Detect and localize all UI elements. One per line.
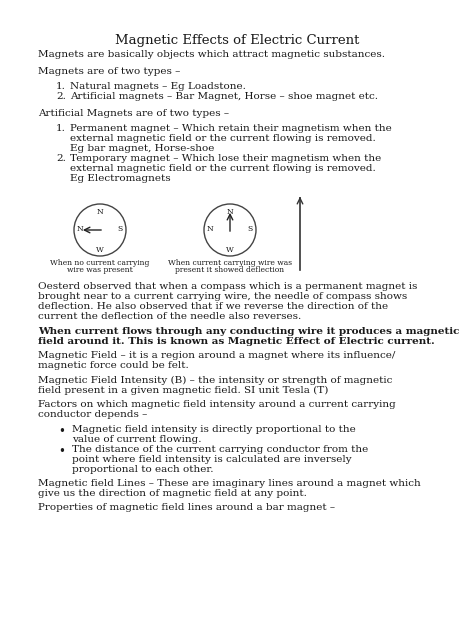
Text: When current carrying wire was: When current carrying wire was [168, 259, 292, 267]
Text: N: N [77, 225, 84, 233]
Text: 2.: 2. [56, 154, 66, 163]
Text: W: W [96, 246, 104, 254]
Text: Eg Electromagnets: Eg Electromagnets [70, 174, 171, 183]
Text: proportional to each other.: proportional to each other. [72, 465, 213, 473]
Text: W: W [226, 246, 234, 254]
Text: Natural magnets – Eg Loadstone.: Natural magnets – Eg Loadstone. [70, 82, 246, 91]
Text: N: N [227, 208, 233, 216]
Text: Artificial Magnets are of two types –: Artificial Magnets are of two types – [38, 109, 229, 119]
Text: field around it. This is known as Magnetic Effect of Electric current.: field around it. This is known as Magnet… [38, 336, 435, 346]
Text: Magnets are of two types –: Magnets are of two types – [38, 68, 181, 76]
Text: point where field intensity is calculated are inversely: point where field intensity is calculate… [72, 454, 352, 463]
Text: Eg bar magnet, Horse-shoe: Eg bar magnet, Horse-shoe [70, 144, 214, 153]
Text: wire was present: wire was present [67, 265, 133, 274]
Text: present it showed deflection: present it showed deflection [175, 265, 284, 274]
Text: S: S [118, 225, 123, 233]
Text: Magnets are basically objects which attract magnetic substances.: Magnets are basically objects which attr… [38, 50, 385, 59]
Text: The distance of the current carrying conductor from the: The distance of the current carrying con… [72, 444, 368, 454]
Text: external magnetic field or the current flowing is removed.: external magnetic field or the current f… [70, 164, 376, 173]
Text: current the deflection of the needle also reverses.: current the deflection of the needle als… [38, 312, 301, 321]
Text: conductor depends –: conductor depends – [38, 410, 147, 419]
Text: N: N [97, 208, 103, 216]
Text: give us the direction of magnetic field at any point.: give us the direction of magnetic field … [38, 489, 307, 498]
Text: N: N [207, 225, 214, 233]
Text: Properties of magnetic field lines around a bar magnet –: Properties of magnetic field lines aroun… [38, 504, 335, 513]
Text: Magnetic Effects of Electric Current: Magnetic Effects of Electric Current [115, 34, 359, 47]
Text: Magnetic Field Intensity (B) – the intensity or strength of magnetic: Magnetic Field Intensity (B) – the inten… [38, 375, 392, 385]
Text: •: • [58, 425, 65, 437]
Text: Magnetic Field – it is a region around a magnet where its influence/: Magnetic Field – it is a region around a… [38, 351, 395, 360]
Text: Oesterd observed that when a compass which is a permanent magnet is: Oesterd observed that when a compass whi… [38, 282, 418, 291]
Text: Magnetic field Lines – These are imaginary lines around a magnet which: Magnetic field Lines – These are imagina… [38, 479, 421, 488]
Text: S: S [248, 225, 253, 233]
Text: Factors on which magnetic field intensity around a current carrying: Factors on which magnetic field intensit… [38, 400, 396, 409]
Text: external magnetic field or the current flowing is removed.: external magnetic field or the current f… [70, 134, 376, 143]
Text: magnetic force could be felt.: magnetic force could be felt. [38, 361, 189, 370]
Text: When no current carrying: When no current carrying [50, 259, 150, 267]
Text: Artificial magnets – Bar Magnet, Horse – shoe magnet etc.: Artificial magnets – Bar Magnet, Horse –… [70, 92, 378, 101]
Text: 1.: 1. [56, 124, 66, 133]
Text: field present in a given magnetic field. SI unit Tesla (T): field present in a given magnetic field.… [38, 386, 328, 394]
Text: Temporary magnet – Which lose their magnetism when the: Temporary magnet – Which lose their magn… [70, 154, 381, 163]
Text: Permanent magnet – Which retain their magnetism when the: Permanent magnet – Which retain their ma… [70, 124, 392, 133]
Text: value of current flowing.: value of current flowing. [72, 435, 201, 444]
Text: brought near to a current carrying wire, the needle of compass shows: brought near to a current carrying wire,… [38, 292, 407, 301]
Text: 1.: 1. [56, 82, 66, 91]
Text: 2.: 2. [56, 92, 66, 101]
Text: Magnetic field intensity is directly proportional to the: Magnetic field intensity is directly pro… [72, 425, 356, 434]
Text: •: • [58, 444, 65, 458]
Text: deflection. He also observed that if we reverse the direction of the: deflection. He also observed that if we … [38, 302, 388, 311]
Text: When current flows through any conducting wire it produces a magnetic: When current flows through any conductin… [38, 327, 459, 336]
